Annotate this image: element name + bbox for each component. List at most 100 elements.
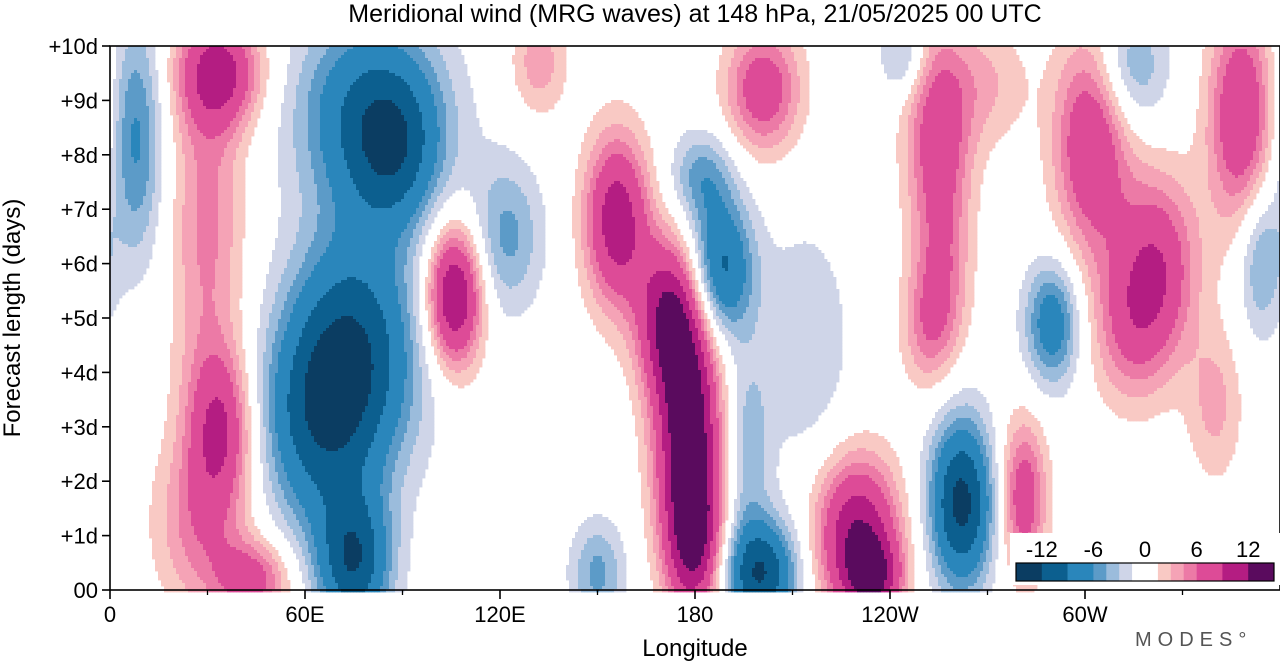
field-cell (191, 286, 194, 289)
field-cell (173, 583, 176, 586)
field-cell (116, 64, 119, 67)
field-cell (155, 490, 158, 493)
field-cell (188, 91, 191, 94)
field-cell (116, 166, 119, 169)
field-cell (128, 187, 131, 190)
field-cell (119, 130, 122, 133)
field-cell (131, 160, 134, 163)
field-cell (197, 334, 200, 337)
field-cell (191, 454, 194, 457)
field-cell (194, 418, 197, 421)
field-cell (149, 181, 152, 184)
field-cell (113, 166, 116, 169)
field-cell (134, 148, 137, 151)
field-cell (158, 511, 161, 514)
field-cell (116, 238, 119, 241)
field-cell (128, 115, 131, 118)
field-cell (182, 391, 185, 394)
field-cell (134, 163, 137, 166)
field-cell (152, 229, 155, 232)
field-cell (128, 190, 131, 193)
field-cell (194, 214, 197, 217)
field-cell (185, 337, 188, 340)
field-cell (140, 118, 143, 121)
field-cell (173, 133, 176, 136)
field-cell (149, 187, 152, 190)
field-cell (170, 559, 173, 562)
field-cell (176, 352, 179, 355)
field-cell (125, 121, 128, 124)
field-cell (194, 400, 197, 403)
field-cell (122, 187, 125, 190)
field-cell (197, 97, 200, 100)
field-cell (113, 292, 116, 295)
field-cell (146, 241, 149, 244)
field-cell (134, 61, 137, 64)
field-cell (125, 256, 128, 259)
field-cell (179, 415, 182, 418)
field-cell (194, 505, 197, 508)
field-cell (188, 172, 191, 175)
field-cell (182, 58, 185, 61)
field-cell (125, 205, 128, 208)
field-cell (137, 202, 140, 205)
field-cell (143, 250, 146, 253)
field-cell (188, 280, 191, 283)
field-cell (125, 229, 128, 232)
field-cell (131, 91, 134, 94)
field-cell (179, 427, 182, 430)
field-cell (143, 220, 146, 223)
field-cell (191, 502, 194, 505)
field-cell (116, 181, 119, 184)
field-cell (185, 577, 188, 580)
field-cell (194, 427, 197, 430)
field-cell (149, 508, 152, 511)
field-cell (194, 508, 197, 511)
field-cell (143, 79, 146, 82)
field-cell (149, 205, 152, 208)
field-cell (182, 493, 185, 496)
field-cell (137, 73, 140, 76)
field-cell (182, 172, 185, 175)
field-cell (128, 205, 131, 208)
field-cell (161, 526, 164, 529)
field-cell (128, 58, 131, 61)
field-cell (134, 178, 137, 181)
field-cell (146, 199, 149, 202)
field-cell (170, 493, 173, 496)
field-cell (158, 130, 161, 133)
field-cell (152, 145, 155, 148)
field-cell (170, 430, 173, 433)
field-cell (188, 202, 191, 205)
field-cell (146, 145, 149, 148)
field-cell (185, 421, 188, 424)
field-cell (155, 175, 158, 178)
field-cell (131, 121, 134, 124)
field-cell (122, 151, 125, 154)
field-cell (149, 133, 152, 136)
field-cell (182, 559, 185, 562)
field-cell (197, 340, 200, 343)
field-cell (125, 283, 128, 286)
field-cell (191, 343, 194, 346)
field-cell (191, 151, 194, 154)
field-cell (182, 352, 185, 355)
field-cell (113, 187, 116, 190)
field-cell (137, 169, 140, 172)
field-cell (155, 160, 158, 163)
field-cell (185, 94, 188, 97)
field-cell (113, 148, 116, 151)
field-cell (185, 439, 188, 442)
field-cell (191, 223, 194, 226)
field-cell (143, 88, 146, 91)
field-cell (194, 142, 197, 145)
field-cell (140, 130, 143, 133)
field-cell (176, 64, 179, 67)
field-cell (149, 223, 152, 226)
field-cell (188, 544, 191, 547)
field-cell (173, 403, 176, 406)
field-cell (152, 226, 155, 229)
field-cell (152, 103, 155, 106)
field-cell (125, 268, 128, 271)
field-cell (173, 406, 176, 409)
